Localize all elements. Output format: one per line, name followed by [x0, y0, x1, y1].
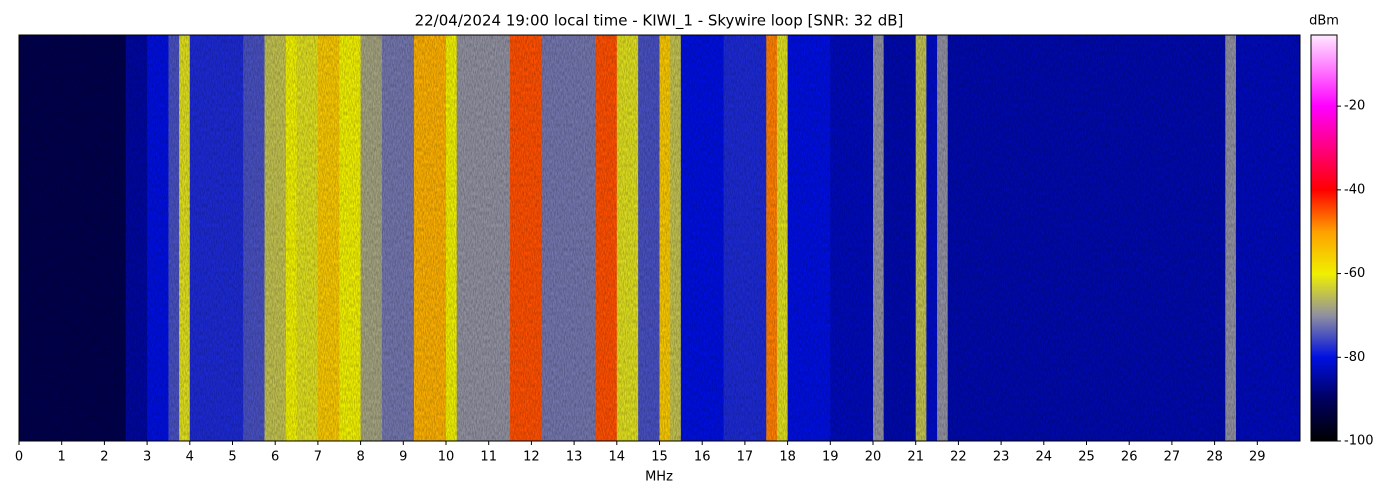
x-tick-label: 10	[438, 450, 455, 465]
x-tick-label: 18	[779, 450, 796, 465]
x-tick-label: 26	[1121, 450, 1138, 465]
colorbar-tick-label: -20	[1344, 99, 1365, 114]
x-tick-label: 17	[737, 450, 754, 465]
x-tick-label: 7	[314, 450, 322, 465]
noise-texture	[19, 35, 1300, 441]
x-tick-label: 2	[100, 450, 108, 465]
colorbar-tick-label: -100	[1344, 434, 1374, 449]
x-tick-label: 9	[399, 450, 407, 465]
x-tick-label: 24	[1036, 450, 1053, 465]
colorbar-tick-label: -40	[1344, 182, 1365, 197]
x-axis-label: MHz	[645, 470, 673, 485]
colorbar-tick-label: -80	[1344, 350, 1365, 365]
x-tick-label: 5	[228, 450, 236, 465]
x-tick-label: 1	[58, 450, 66, 465]
x-tick-label: 3	[143, 450, 151, 465]
x-tick-label: 22	[950, 450, 967, 465]
x-tick-label: 0	[15, 450, 23, 465]
x-tick-label: 16	[694, 450, 711, 465]
colorbar-label: dBm	[1309, 14, 1339, 29]
colorbar	[1310, 34, 1338, 442]
x-tick-label: 14	[609, 450, 626, 465]
x-tick-label: 13	[566, 450, 583, 465]
colorbar-tick-label: -60	[1344, 266, 1365, 281]
x-tick-label: 4	[186, 450, 194, 465]
x-tick-label: 21	[907, 450, 924, 465]
x-tick-label: 19	[822, 450, 839, 465]
x-tick-label: 6	[271, 450, 279, 465]
x-tick-label: 20	[865, 450, 882, 465]
x-tick-label: 25	[1078, 450, 1095, 465]
chart-title: 22/04/2024 19:00 local time - KIWI_1 - S…	[415, 12, 904, 31]
x-tick-label: 12	[523, 450, 540, 465]
x-tick-label: 8	[356, 450, 364, 465]
x-tick-label: 28	[1206, 450, 1223, 465]
x-tick-label: 23	[993, 450, 1010, 465]
x-tick-label: 11	[480, 450, 497, 465]
x-tick-label: 29	[1249, 450, 1266, 465]
x-tick-label: 15	[651, 450, 668, 465]
x-tick-label: 27	[1164, 450, 1181, 465]
plot-area	[18, 34, 1301, 442]
